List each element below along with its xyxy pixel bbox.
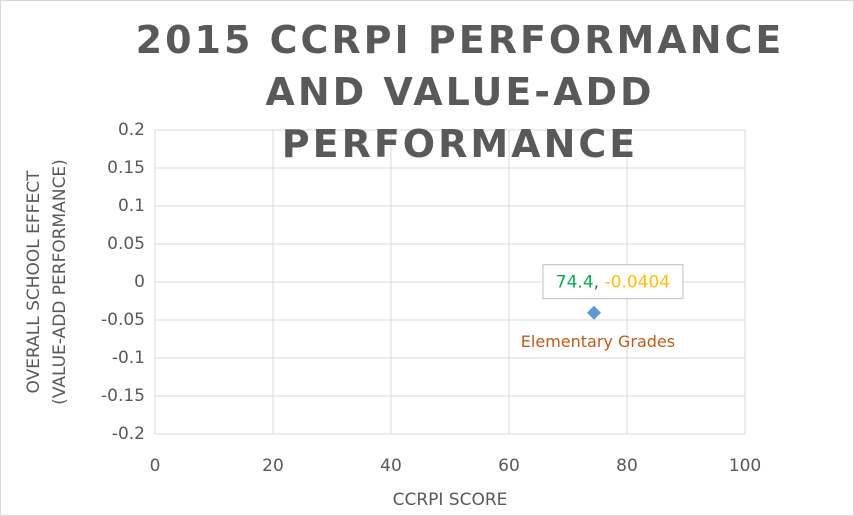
y-tick-label: -0.15 [101, 386, 145, 406]
point [586, 305, 601, 320]
chart-title: 2015 CCRPI PERFORMANCE AND VALUE-ADD PER… [135, 18, 785, 166]
series-label: Elementary Grades [521, 332, 675, 351]
x-tick-label: 60 [498, 456, 520, 476]
data-label-separator: , [594, 273, 605, 293]
y-tick-label: -0.1 [112, 348, 145, 368]
y-tick-label: -0.2 [112, 424, 145, 444]
y-axis-label: (VALUE-ADD PERFORMANCE) [50, 159, 70, 405]
data-label-y: -0.0404 [604, 273, 670, 293]
data-label-x: 74.4 [556, 273, 594, 293]
y-tick-label: 0.2 [118, 120, 145, 140]
y-tick-label: 0.1 [118, 196, 145, 216]
x-tick-label: 20 [262, 456, 284, 476]
x-tick-label: 0 [150, 456, 161, 476]
y-tick-label: 0 [134, 272, 145, 292]
x-tick-label: 80 [616, 456, 638, 476]
data-label: 74.4, -0.0404 [556, 273, 670, 293]
data-label-box [542, 264, 684, 300]
y-tick-label: 0.15 [107, 158, 145, 178]
x-axis-label: CCRPI SCORE [393, 490, 508, 510]
x-tick-label: 100 [729, 456, 761, 476]
y-tick-label: -0.05 [101, 310, 145, 330]
x-tick-label: 40 [380, 456, 402, 476]
y-tick-label: 0.05 [107, 234, 145, 254]
y-axis-label: OVERALL SCHOOL EFFECT [24, 170, 44, 394]
